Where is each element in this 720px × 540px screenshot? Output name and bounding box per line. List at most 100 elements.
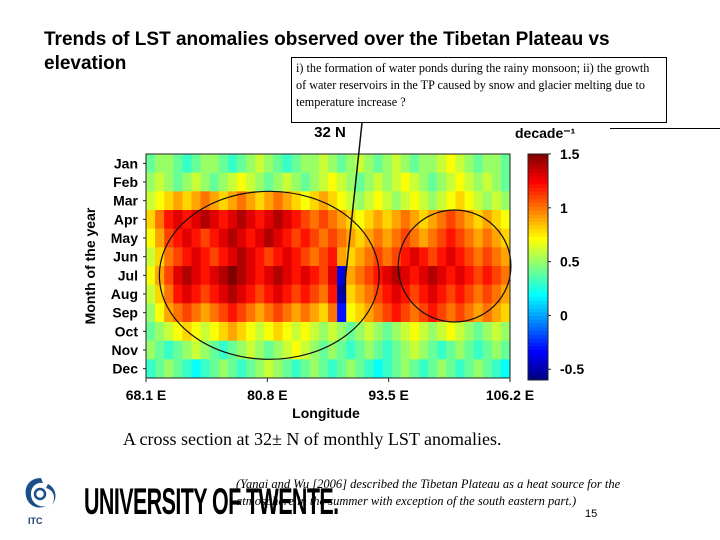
heatmap-cell-jan-1 bbox=[155, 154, 165, 174]
heatmap-cell-oct-31 bbox=[428, 322, 438, 342]
heatmap-cell-aug-27 bbox=[391, 284, 402, 304]
heatmap-cell-feb-17 bbox=[300, 172, 311, 192]
heatmap-cell-sep-3 bbox=[173, 303, 183, 323]
x-tick-label: 80.8 E bbox=[247, 387, 287, 403]
heatmap-cell-oct-26 bbox=[382, 322, 393, 342]
heatmap-cell-jul-4 bbox=[182, 266, 192, 286]
heatmap-cell-aug-13 bbox=[264, 284, 274, 304]
colorbar-tick-label: 1 bbox=[560, 200, 568, 216]
heatmap-cell-aug-30 bbox=[419, 284, 429, 304]
heatmap-cell-jul-2 bbox=[164, 266, 174, 286]
heatmap-cell-aug-34 bbox=[455, 284, 465, 304]
heatmap-cell-apr-28 bbox=[400, 210, 411, 230]
heatmap-cell-may-5 bbox=[191, 228, 201, 248]
heatmap-cell-apr-1 bbox=[155, 210, 165, 230]
y-tick-label: Jul bbox=[118, 267, 138, 283]
heatmap-cell-apr-6 bbox=[200, 210, 211, 230]
heatmap-cell-mar-34 bbox=[455, 191, 465, 211]
heatmap-cell-apr-16 bbox=[291, 210, 302, 230]
heatmap-cell-aug-16 bbox=[291, 284, 302, 304]
heatmap-cell-sep-36 bbox=[473, 303, 484, 323]
heatmap-cell-feb-28 bbox=[400, 172, 411, 192]
y-tick-label: Mar bbox=[113, 193, 138, 209]
heatmap-cell-dec-0 bbox=[146, 359, 156, 379]
heatmap-cell-jan-8 bbox=[218, 154, 229, 174]
heatmap-cell-apr-25 bbox=[373, 210, 383, 230]
colorbar-segment bbox=[528, 157, 548, 163]
heatmap-cell-oct-18 bbox=[309, 322, 320, 342]
heatmap-cell-mar-5 bbox=[191, 191, 201, 211]
itc-logo-icon bbox=[25, 478, 56, 508]
heatmap-cell-sep-24 bbox=[364, 303, 374, 323]
heatmap-cell-may-12 bbox=[255, 228, 265, 248]
heatmap-cell-mar-33 bbox=[446, 191, 456, 211]
heatmap-cell-oct-2 bbox=[164, 322, 174, 342]
heatmap-cell-mar-19 bbox=[318, 191, 329, 211]
heatmap-cell-aug-1 bbox=[155, 284, 165, 304]
heatmap-cell-jun-21 bbox=[337, 247, 347, 267]
heatmap-cell-nov-13 bbox=[264, 340, 274, 360]
heatmap-cell-apr-2 bbox=[164, 210, 174, 230]
heatmap-cell-nov-26 bbox=[382, 340, 393, 360]
heatmap-cell-oct-27 bbox=[391, 322, 402, 342]
heatmap-cell-jul-33 bbox=[446, 266, 456, 286]
heatmap-cell-feb-9 bbox=[227, 172, 238, 192]
heatmap-cell-feb-7 bbox=[209, 172, 220, 192]
heatmap-cell-aug-14 bbox=[273, 284, 283, 304]
heatmap-cell-sep-39 bbox=[500, 303, 511, 323]
heatmap-cell-nov-24 bbox=[364, 340, 374, 360]
heatmap-cell-aug-22 bbox=[346, 284, 356, 304]
heatmap-cell-aug-25 bbox=[373, 284, 383, 304]
heatmap-cell-dec-28 bbox=[400, 359, 411, 379]
heatmap-cell-dec-26 bbox=[382, 359, 393, 379]
heatmap-cell-jun-15 bbox=[282, 247, 292, 267]
heatmap-cell-jun-30 bbox=[419, 247, 429, 267]
heatmap-cell-sep-16 bbox=[291, 303, 302, 323]
x-tick-label: 106.2 E bbox=[486, 387, 534, 403]
heatmap-cell-apr-17 bbox=[300, 210, 311, 230]
heatmap-cell-may-29 bbox=[409, 228, 420, 248]
heatmap-cell-dec-13 bbox=[264, 359, 274, 379]
heatmap-cell-dec-29 bbox=[409, 359, 420, 379]
heatmap-cell-mar-39 bbox=[500, 191, 511, 211]
heatmap-cell-sep-31 bbox=[428, 303, 438, 323]
heatmap-cell-oct-16 bbox=[291, 322, 302, 342]
heatmap-cell-apr-11 bbox=[246, 210, 256, 230]
heatmap-cell-sep-21 bbox=[337, 303, 347, 323]
heatmap-cell-oct-12 bbox=[255, 322, 265, 342]
heatmap-cell-oct-21 bbox=[337, 322, 347, 342]
citation-note: (Yanai and Wu [2006] described the Tibet… bbox=[236, 477, 621, 508]
heatmap-cell-nov-1 bbox=[155, 340, 165, 360]
heatmap-cell-dec-22 bbox=[346, 359, 356, 379]
heatmap-cell-aug-9 bbox=[227, 284, 238, 304]
heatmap-cell-aug-26 bbox=[382, 284, 393, 304]
heatmap-cell-nov-21 bbox=[337, 340, 347, 360]
heatmap-cell-aug-35 bbox=[464, 284, 474, 304]
heatmap-cell-jan-14 bbox=[273, 154, 283, 174]
heatmap-cell-dec-7 bbox=[209, 359, 220, 379]
heatmap-cell-apr-33 bbox=[446, 210, 456, 230]
heatmap-cell-may-38 bbox=[491, 228, 502, 248]
heatmap-cell-apr-37 bbox=[482, 210, 493, 230]
heatmap-cell-sep-2 bbox=[164, 303, 174, 323]
heatmap-cell-oct-0 bbox=[146, 322, 156, 342]
heatmap-cell-may-26 bbox=[382, 228, 393, 248]
heatmap-cell-jul-15 bbox=[282, 266, 292, 286]
heatmap-cell-may-8 bbox=[218, 228, 229, 248]
heatmap-cell-aug-0 bbox=[146, 284, 156, 304]
y-tick-label: Jan bbox=[114, 155, 138, 171]
colorbar-segment bbox=[528, 293, 548, 298]
heatmap-cell-jun-34 bbox=[455, 247, 465, 267]
heatmap-cell-jan-6 bbox=[200, 154, 211, 174]
heatmap-cell-feb-2 bbox=[164, 172, 174, 192]
heatmap-cell-oct-19 bbox=[318, 322, 329, 342]
heatmap-cell-feb-23 bbox=[355, 172, 365, 192]
heatmap-cell-nov-3 bbox=[173, 340, 183, 360]
callout-line bbox=[343, 122, 363, 295]
heatmap-cell-jul-11 bbox=[246, 266, 256, 286]
colorbar-segment bbox=[528, 267, 548, 272]
heatmap-cell-jul-8 bbox=[218, 266, 229, 286]
heatmap-cell-sep-23 bbox=[355, 303, 365, 323]
heatmap-cell-jan-22 bbox=[346, 154, 356, 174]
heatmap-cell-jun-36 bbox=[473, 247, 484, 267]
